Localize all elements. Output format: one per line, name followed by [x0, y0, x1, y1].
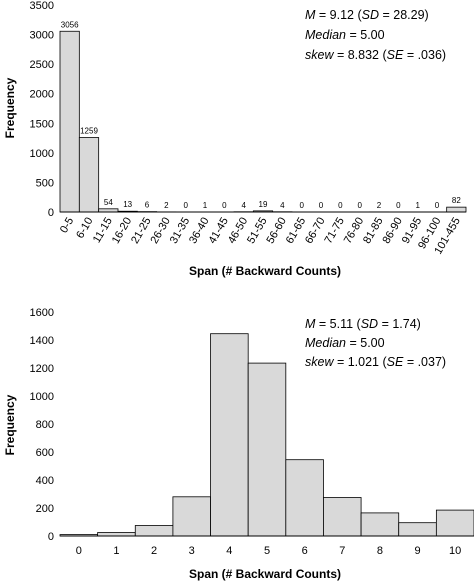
- stat-skew-se: skew = 8.832 (SE = .036): [305, 48, 446, 62]
- y-axis-label: Frequency: [3, 77, 17, 138]
- stat-skew-se: skew = 1.021 (SE = .037): [305, 355, 446, 369]
- x-axis-label: Span (# Backward Counts): [189, 264, 341, 278]
- data-label: 0: [435, 201, 440, 210]
- y-tick-label: 800: [36, 419, 54, 431]
- data-label: 1259: [80, 127, 98, 136]
- chart-bottom: 0 200 400 600 800 1000 1200 1400 1600 0 1 2 3 4 5 6 7 8 9…: [3, 307, 474, 581]
- x-tick-label: 4: [226, 545, 232, 557]
- data-label: 54: [104, 198, 113, 207]
- stats-box: M = 9.12 (SD = 28.29) Median = 5.00 skew…: [305, 8, 446, 62]
- data-label: 0: [222, 201, 227, 210]
- x-tick-label: 7: [339, 545, 345, 557]
- x-tick-label: 8: [377, 545, 383, 557]
- bar-3: [172, 496, 211, 537]
- data-label: 2: [377, 201, 382, 210]
- data-label: 4: [241, 201, 246, 210]
- bar-10: [435, 509, 474, 537]
- stats-box: M = 5.11 (SD = 1.74) Median = 5.00 skew …: [305, 317, 446, 369]
- stat-median: Median = 5.00: [305, 28, 385, 42]
- bar-8: [360, 512, 400, 537]
- y-tick-label: 200: [36, 503, 54, 515]
- bar-6: [285, 459, 324, 537]
- stat-mean-sd: M = 9.12 (SD = 28.29): [305, 8, 429, 22]
- data-label: 0: [319, 201, 324, 210]
- y-tick-label: 500: [36, 177, 54, 189]
- y-tick-label: 1400: [30, 335, 54, 347]
- data-label: 1: [415, 201, 420, 210]
- data-label: 1: [203, 201, 208, 210]
- data-label: 0: [183, 201, 188, 210]
- x-tick-label: 5: [264, 545, 270, 557]
- x-axis-ticks: 0-56-1011-1516-2021-2526-3031-3536-4041-…: [58, 216, 463, 257]
- data-labels: 3056 1259 54 13 6 2 0 1 0 4 19 4 0 0 0 0 2 0 1 0 82: [61, 20, 462, 210]
- y-tick-label: 400: [36, 475, 54, 487]
- x-tick-label: 3: [189, 545, 195, 557]
- y-tick-label: 2500: [30, 59, 54, 71]
- x-tick-label: 10: [449, 545, 461, 557]
- y-tick-label: 1000: [30, 148, 54, 160]
- y-tick-label: 1200: [30, 363, 54, 375]
- data-label: 4: [280, 201, 285, 210]
- y-axis-ticks: 0 500 1000 1500 2000 2500 3000 3500: [30, 0, 54, 219]
- y-tick-label: 600: [36, 447, 54, 459]
- data-label: 6: [145, 201, 150, 210]
- bar-9: [398, 522, 437, 537]
- data-label: 13: [123, 200, 132, 209]
- data-label: 0: [396, 201, 401, 210]
- x-axis-label: Span (# Backward Counts): [189, 567, 341, 581]
- x-tick-label: 0-5: [58, 216, 76, 236]
- y-axis-ticks: 0 200 400 600 800 1000 1200 1400 1600: [30, 307, 54, 543]
- bar-7: [323, 497, 362, 537]
- bar-5: [247, 362, 287, 537]
- x-tick-label: 2: [151, 545, 157, 557]
- stat-median: Median = 5.00: [305, 336, 385, 350]
- bar-2: [134, 525, 174, 537]
- bar-101-455: [446, 206, 467, 213]
- y-tick-label: 2000: [30, 89, 54, 101]
- data-label: 19: [259, 200, 268, 209]
- stat-mean-sd: M = 5.11 (SD = 1.74): [305, 317, 421, 331]
- y-tick-label: 1000: [30, 391, 54, 403]
- data-label: 82: [452, 196, 461, 205]
- x-tick-label: 1: [113, 545, 119, 557]
- bar-0-5: [59, 30, 80, 213]
- data-label: 3056: [61, 20, 79, 29]
- data-label: 0: [299, 201, 304, 210]
- data-label: 0: [338, 201, 343, 210]
- data-label: 0: [357, 201, 362, 210]
- bars: [59, 333, 474, 537]
- x-tick-label: 0: [76, 545, 82, 557]
- data-label: 2: [164, 201, 169, 210]
- y-tick-label: 1600: [30, 307, 54, 319]
- y-tick-label: 3500: [30, 0, 54, 12]
- bar-4: [210, 333, 249, 537]
- y-tick-label: 0: [48, 531, 54, 543]
- y-axis-label: Frequency: [3, 394, 17, 455]
- bar-6-10: [78, 137, 100, 213]
- y-tick-label: 1500: [30, 118, 54, 130]
- y-tick-label: 3000: [30, 30, 54, 42]
- x-tick-label: 6: [302, 545, 308, 557]
- bar-1: [97, 532, 136, 537]
- x-axis-ticks: 0 1 2 3 4 5 6 7 8 9 10: [76, 545, 462, 557]
- x-tick-label: 9: [414, 545, 420, 557]
- y-tick-label: 0: [48, 207, 54, 219]
